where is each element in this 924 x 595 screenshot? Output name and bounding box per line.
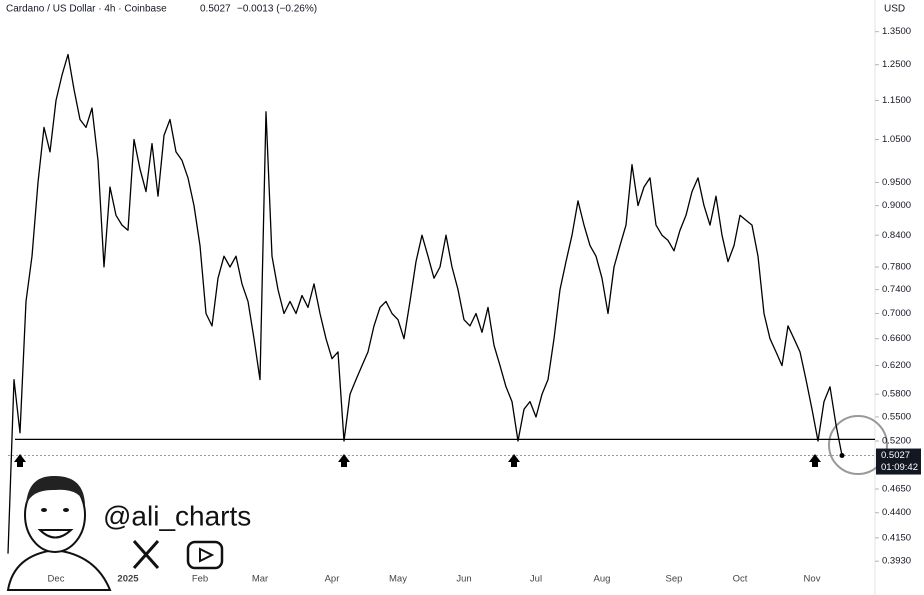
chart-title: Cardano / US Dollar · 4h · Coinbase	[6, 4, 167, 15]
y-tick-label: 0.8400	[882, 230, 911, 241]
last-price: 0.5027	[200, 4, 231, 15]
x-tick-label: Nov	[804, 574, 821, 585]
countdown-label: 01:09:42	[881, 462, 918, 473]
y-tick-label: 0.9000	[882, 200, 911, 211]
last-price-label: 0.5027	[881, 450, 910, 461]
x-tick-label: Oct	[733, 574, 748, 585]
x-tick-label: Mar	[252, 574, 268, 585]
last-price-box	[876, 448, 921, 475]
y-tick-label: 0.6600	[882, 333, 911, 344]
price-change: −0.0013 (−0.26%)	[237, 4, 317, 15]
y-tick-label: 0.5800	[882, 389, 911, 400]
y-tick-label: 0.6200	[882, 360, 911, 371]
x-tick-label: May	[389, 574, 407, 585]
arrow	[508, 454, 520, 467]
y-tick-label: 0.4400	[882, 507, 911, 518]
y-tick-label: 0.4650	[882, 484, 911, 495]
y-unit: USD	[884, 4, 905, 15]
x-tick-label: Jul	[530, 574, 542, 585]
avatar-smile	[37, 529, 74, 539]
avatar-eye	[63, 508, 69, 512]
y-tick-label: 0.7800	[882, 262, 911, 273]
arrow	[809, 454, 821, 467]
youtube-logo	[186, 540, 224, 570]
x-tick-label: Feb	[192, 574, 208, 585]
x-tick-label: Apr	[325, 574, 340, 585]
x-tick-label: Sep	[666, 574, 683, 585]
watermark: @ali_charts	[103, 500, 251, 531]
y-tick-label: 0.5500	[882, 411, 911, 422]
x-tick-label: 2025	[117, 574, 139, 585]
x-tick-label: Jun	[456, 574, 471, 585]
price-line	[7, 53, 843, 554]
y-tick-label: 0.4150	[882, 532, 911, 543]
avatar-hair	[26, 475, 85, 505]
y-tick-label: 1.1500	[882, 95, 911, 106]
y-tick-label: 0.3930	[882, 556, 911, 567]
y-tick-label: 0.7400	[882, 284, 911, 295]
arrow	[14, 454, 26, 467]
y-tick-label: 0.9500	[882, 177, 911, 188]
y-tick-label: 1.0500	[882, 134, 911, 145]
y-tick-label: 1.3500	[882, 26, 911, 37]
x-logo-mark	[132, 540, 160, 569]
youtube-frame	[186, 540, 224, 570]
x-logo	[132, 540, 160, 569]
support-arrows	[14, 454, 821, 467]
x-tick-label: Dec	[48, 574, 65, 585]
last-point	[839, 453, 845, 459]
avatar-eye	[41, 508, 47, 512]
avatar	[6, 475, 112, 591]
youtube-play	[199, 547, 215, 563]
highlight-circle	[828, 415, 888, 475]
y-tick-label: 0.7000	[882, 308, 911, 319]
y-tick-label: 1.2500	[882, 59, 911, 70]
arrow	[338, 454, 350, 467]
x-tick-label: Aug	[594, 574, 611, 585]
y-tick-label: 0.5200	[882, 436, 911, 447]
